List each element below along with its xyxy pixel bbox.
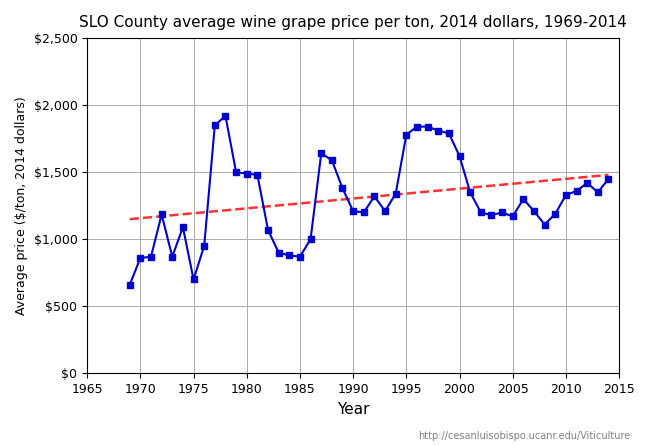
Y-axis label: Average price ($/ton, 2014 dollars): Average price ($/ton, 2014 dollars) — [15, 97, 28, 315]
Text: http://cesanluisobispo.ucanr.edu/Viticulture: http://cesanluisobispo.ucanr.edu/Viticul… — [418, 431, 630, 441]
Title: SLO County average wine grape price per ton, 2014 dollars, 1969-2014: SLO County average wine grape price per … — [79, 15, 627, 30]
X-axis label: Year: Year — [337, 402, 369, 417]
